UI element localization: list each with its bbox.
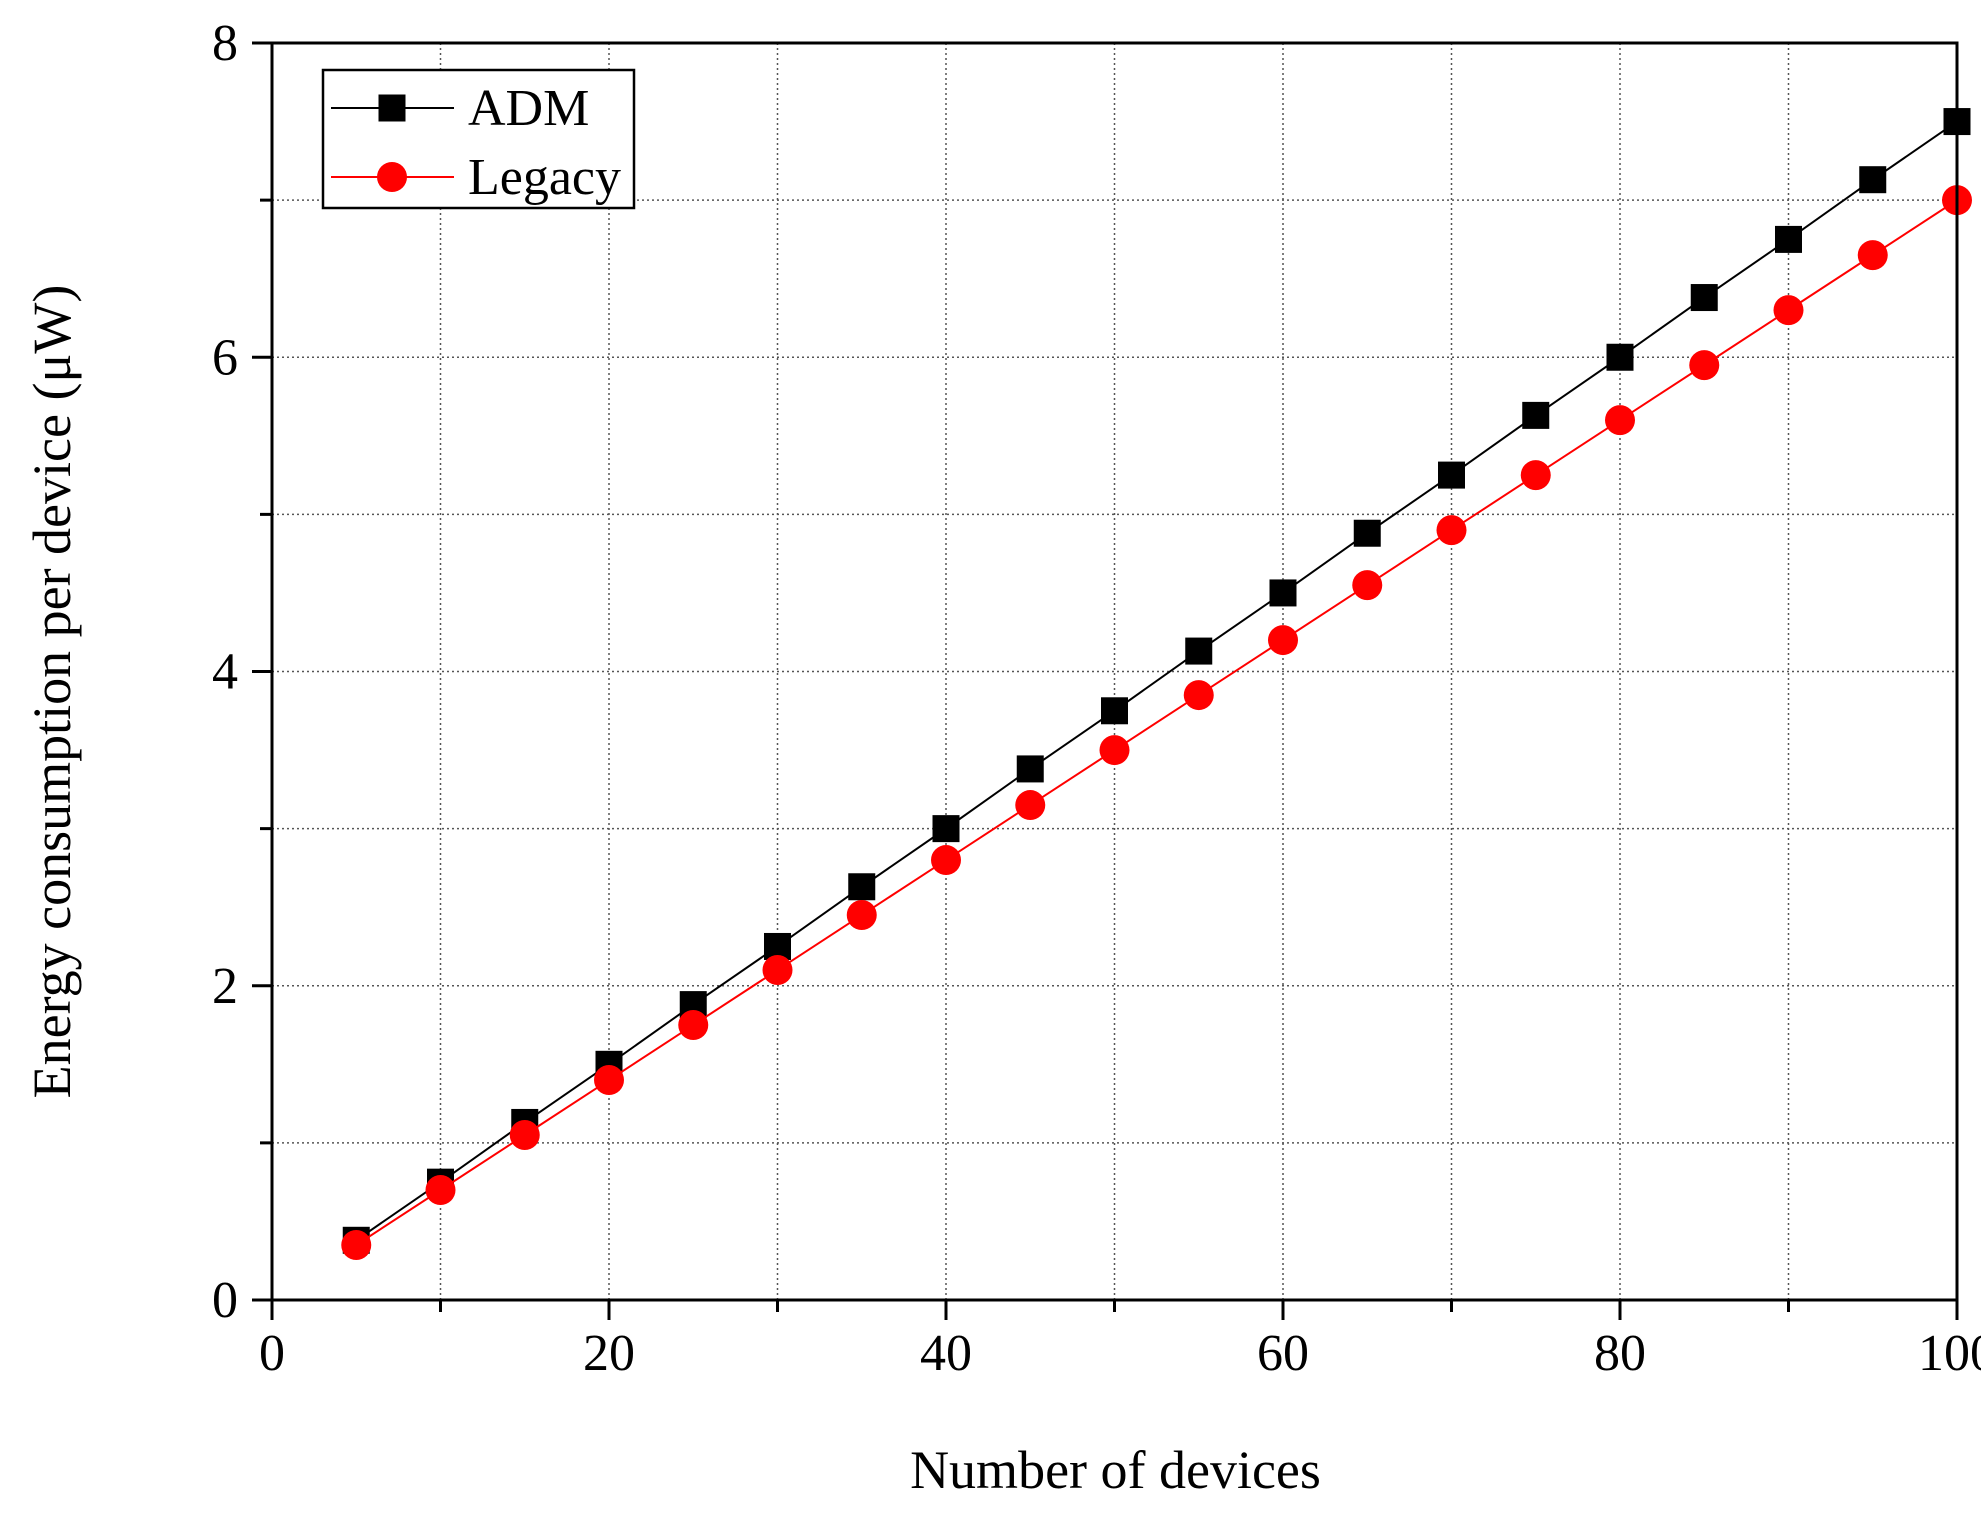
axis-ticks: 0 20 40 60 80 100 0 2 4 6 8	[212, 15, 1981, 1382]
x-tick-label: 100	[1918, 1325, 1981, 1382]
data-point	[1605, 405, 1635, 436]
data-point	[1183, 680, 1214, 711]
data-point	[1438, 461, 1465, 489]
data-point	[1269, 579, 1297, 607]
legend-item-legacy: Legacy	[331, 149, 621, 206]
data-point	[1522, 401, 1550, 429]
data-point	[1015, 790, 1046, 821]
data-point	[1353, 519, 1381, 547]
x-tick-label: 80	[1594, 1325, 1646, 1382]
series-legacy	[341, 185, 1972, 1261]
data-point	[1436, 515, 1467, 546]
data-point	[1268, 625, 1298, 656]
x-tick-label: 0	[259, 1325, 285, 1382]
data-point	[848, 873, 876, 901]
legend-item-adm: ADM	[331, 80, 589, 137]
legend-box	[321, 68, 636, 210]
data-point	[509, 1120, 540, 1151]
y-axis-title: Energy consumption per device (μW)	[22, 285, 82, 1099]
data-point	[846, 900, 877, 931]
data-point	[1352, 570, 1383, 601]
data-point	[678, 1010, 709, 1041]
data-point	[1775, 225, 1802, 253]
data-point	[1859, 166, 1887, 194]
data-point	[1101, 697, 1128, 725]
series-line	[355, 199, 1958, 1246]
y-tick-label: 2	[212, 958, 238, 1015]
y-tick-label: 0	[212, 1272, 238, 1329]
data-point	[931, 845, 961, 876]
data-point	[1185, 637, 1213, 665]
data-point	[1689, 350, 1720, 381]
y-tick-label: 4	[212, 644, 238, 701]
data-point	[1606, 343, 1634, 371]
y-tick-label: 8	[212, 15, 238, 72]
x-tick-label: 20	[583, 1325, 635, 1382]
data-point	[1016, 755, 1044, 783]
x-tick-label: 60	[1257, 1325, 1309, 1382]
series-layer	[341, 108, 1972, 1261]
data-point	[1773, 295, 1804, 326]
data-point	[425, 1175, 456, 1206]
data-point	[762, 955, 793, 986]
legend-label: ADM	[468, 80, 589, 137]
data-point	[594, 1065, 624, 1096]
legend: ADM Legacy	[321, 68, 636, 210]
series-line	[355, 120, 1958, 1242]
data-point	[932, 815, 960, 843]
y-tick-label: 6	[212, 329, 238, 386]
data-point	[341, 1230, 372, 1261]
data-point	[1520, 460, 1551, 491]
data-point	[1099, 735, 1130, 766]
legend-marker	[377, 162, 407, 192]
x-tick-label: 40	[920, 1325, 972, 1382]
data-point	[1857, 240, 1888, 271]
x-axis-title: Number of devices	[910, 1440, 1321, 1500]
legend-label: Legacy	[468, 149, 621, 206]
data-point	[1690, 284, 1718, 312]
legend-marker	[378, 94, 406, 122]
